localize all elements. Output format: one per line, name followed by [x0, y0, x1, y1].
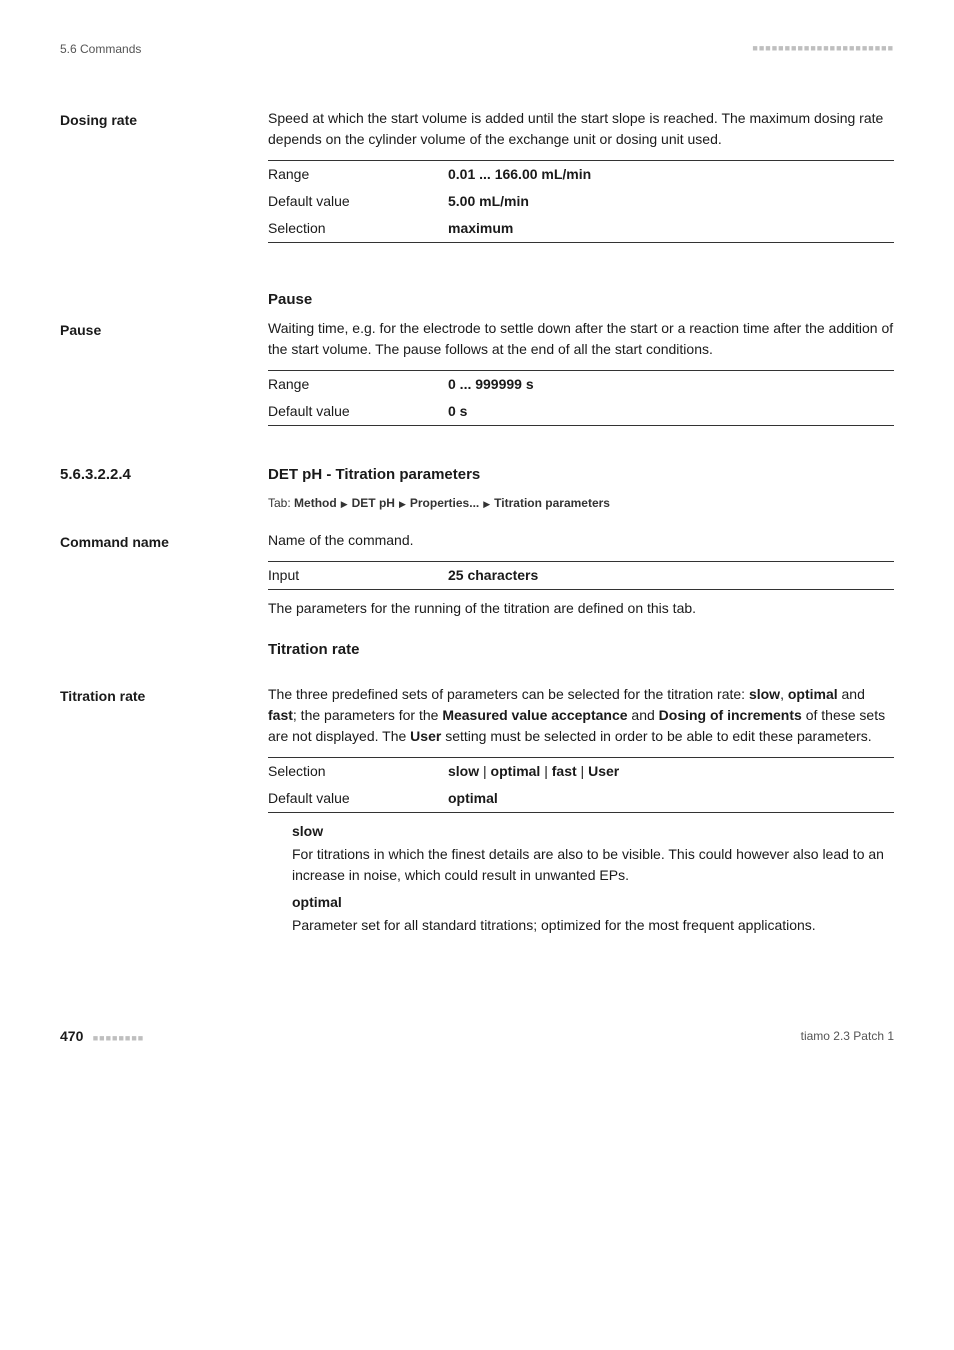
breadcrumb-step: Titration parameters — [494, 496, 610, 510]
footer-version: tiamo 2.3 Patch 1 — [801, 1027, 894, 1045]
table-row: Selection maximum — [268, 215, 894, 243]
label-dosing-rate: Dosing rate — [60, 108, 210, 251]
desc-dosing-rate: Speed at which the start volume is added… — [268, 108, 894, 150]
table-row: Selection slow | optimal | fast | User — [268, 757, 894, 785]
block-dosing-rate: Dosing rate Speed at which the start vol… — [60, 108, 894, 251]
desc-command-name: Name of the command. — [268, 530, 894, 551]
term-optimal-desc: Parameter set for all standard titration… — [292, 915, 894, 936]
cell-val: slow | optimal | fast | User — [448, 757, 894, 785]
cell-val: 25 characters — [448, 562, 894, 590]
heading-pause: Pause — [268, 289, 894, 312]
chevron-right-icon: ▶ — [479, 499, 494, 509]
cell-key: Default value — [268, 785, 448, 813]
header-dots: ■■■■■■■■■■■■■■■■■■■■■■ — [752, 42, 894, 56]
cell-val: 0 s — [448, 398, 894, 426]
footer-dots: ■■■■■■■■ — [93, 1033, 145, 1043]
breadcrumb-step: Properties... — [410, 496, 479, 510]
breadcrumb-step: DET pH — [352, 496, 395, 510]
block-titration-rate: Titration rate The three predefined sets… — [60, 684, 894, 936]
heading-titration-rate: Titration rate — [268, 639, 894, 662]
page-footer: 470 ■■■■■■■■ tiamo 2.3 Patch 1 — [60, 1026, 894, 1047]
cell-val: maximum — [448, 215, 894, 243]
footer-page-number: 470 — [60, 1028, 83, 1044]
cell-key: Default value — [268, 188, 448, 215]
desc-titration-rate: The three predefined sets of parameters … — [268, 684, 894, 747]
page-header: 5.6 Commands ■■■■■■■■■■■■■■■■■■■■■■ — [60, 40, 894, 58]
header-section: 5.6 Commands — [60, 40, 141, 58]
cell-val: 0.01 ... 166.00 mL/min — [448, 161, 894, 189]
cell-key: Selection — [268, 215, 448, 243]
label-command-name: Command name — [60, 530, 210, 666]
block-pause: Pause Waiting time, e.g. for the electro… — [60, 318, 894, 434]
cell-key: Range — [268, 161, 448, 189]
term-optimal: optimal — [292, 892, 894, 913]
label-titration-rate: Titration rate — [60, 684, 210, 936]
definition-slow: slow For titrations in which the finest … — [292, 821, 894, 886]
table-pause: Range 0 ... 999999 s Default value 0 s — [268, 370, 894, 426]
desc-pause: Waiting time, e.g. for the electrode to … — [268, 318, 894, 360]
label-pause: Pause — [60, 318, 210, 434]
desc-command-name-after: The parameters for the running of the ti… — [268, 598, 894, 619]
chevron-right-icon: ▶ — [395, 499, 410, 509]
table-row: Range 0.01 ... 166.00 mL/min — [268, 161, 894, 189]
section-heading: 5.6.3.2.2.4 DET pH - Titration parameter… — [60, 464, 894, 487]
cell-key: Input — [268, 562, 448, 590]
breadcrumb: Tab: Method▶DET pH▶Properties...▶Titrati… — [268, 494, 894, 512]
table-row: Input 25 characters — [268, 562, 894, 590]
cell-key: Default value — [268, 398, 448, 426]
cell-val: 5.00 mL/min — [448, 188, 894, 215]
table-dosing-rate: Range 0.01 ... 166.00 mL/min Default val… — [268, 160, 894, 243]
section-number: 5.6.3.2.2.4 — [60, 464, 210, 487]
table-row: Default value 0 s — [268, 398, 894, 426]
table-titration-rate: Selection slow | optimal | fast | User D… — [268, 757, 894, 813]
table-row: Range 0 ... 999999 s — [268, 370, 894, 398]
table-row: Default value 5.00 mL/min — [268, 188, 894, 215]
table-command-name: Input 25 characters — [268, 561, 894, 590]
cell-val: optimal — [448, 785, 894, 813]
section-title: DET pH - Titration parameters — [268, 464, 894, 487]
block-command-name: Command name Name of the command. Input … — [60, 530, 894, 666]
cell-val: 0 ... 999999 s — [448, 370, 894, 398]
term-slow: slow — [292, 821, 894, 842]
breadcrumb-step: Method — [294, 496, 337, 510]
cell-key: Selection — [268, 757, 448, 785]
cell-key: Range — [268, 370, 448, 398]
chevron-right-icon: ▶ — [337, 499, 352, 509]
table-row: Default value optimal — [268, 785, 894, 813]
footer-left: 470 ■■■■■■■■ — [60, 1026, 144, 1047]
term-slow-desc: For titrations in which the finest detai… — [292, 844, 894, 886]
breadcrumb-label: Tab: — [268, 496, 291, 510]
definition-optimal: optimal Parameter set for all standard t… — [292, 892, 894, 936]
